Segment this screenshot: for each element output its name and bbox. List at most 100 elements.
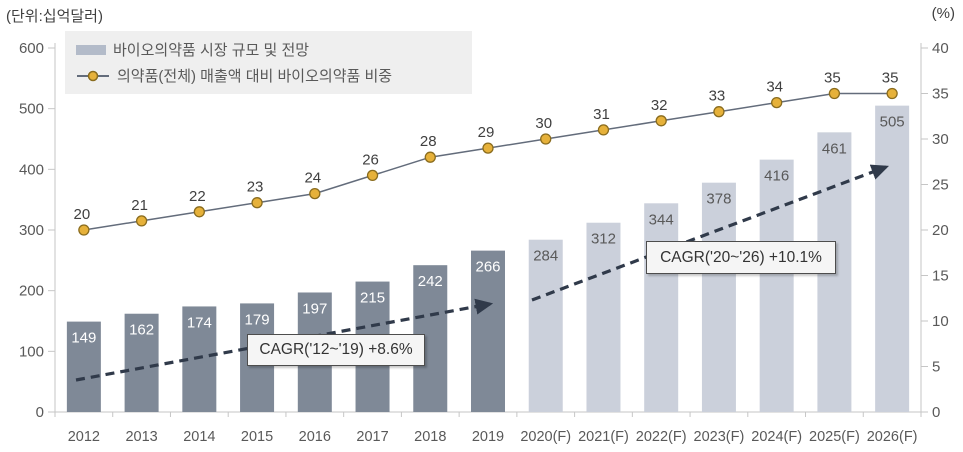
line-marker — [424, 151, 436, 163]
line-marker — [193, 206, 205, 218]
line-value-label: 22 — [189, 188, 206, 205]
bar-forecast — [875, 105, 910, 412]
x-axis-category-label: 2018 — [414, 429, 446, 445]
bar-actual — [66, 321, 101, 412]
line-value-label: 33 — [709, 88, 726, 105]
left-axis-tick-label: 400 — [19, 161, 44, 178]
x-axis-category-label: 2012 — [68, 429, 100, 445]
cagr-annotation-2012-2019: CAGR('12~'19) +8.6% — [247, 334, 425, 366]
bar-forecast — [759, 159, 794, 412]
right-axis-tick-label: 5 — [932, 359, 940, 376]
line-value-label: 23 — [247, 179, 264, 196]
right-axis-tick-label: 10 — [932, 313, 949, 330]
x-axis-category-label: 2013 — [125, 429, 157, 445]
line-value-label: 29 — [478, 124, 495, 141]
left-axis-tick-label: 500 — [19, 101, 44, 118]
bar-value-label: 174 — [187, 314, 212, 331]
x-axis-category-label: 2026(F) — [867, 429, 918, 445]
right-axis-unit-label: (%) — [931, 5, 955, 22]
bar-value-label: 312 — [591, 231, 616, 248]
x-axis-category-label: 2017 — [356, 429, 388, 445]
bar-value-label: 266 — [475, 259, 500, 276]
x-axis-category-label: 2015 — [241, 429, 273, 445]
left-axis-tick-label: 300 — [19, 222, 44, 239]
right-axis-tick-label: 15 — [932, 268, 949, 285]
line-marker — [78, 224, 90, 236]
line-marker — [713, 106, 725, 118]
bar-forecast — [528, 239, 563, 412]
left-axis-tick-label: 200 — [19, 283, 44, 300]
bar-value-label: 344 — [649, 211, 674, 228]
bar-forecast — [586, 222, 621, 412]
x-axis-category-label: 2025(F) — [809, 429, 860, 445]
line-value-label: 20 — [74, 206, 91, 223]
bar-value-label: 416 — [764, 168, 789, 185]
line-marker — [886, 87, 898, 100]
line-value-label: 35 — [824, 70, 841, 87]
legend-item-bar-series: 바이오의약품 시장 규모 및 전망 — [76, 39, 472, 60]
x-axis-category-label: 2016 — [299, 429, 331, 445]
left-axis-tick-label: 100 — [19, 343, 44, 360]
bar-value-label: 242 — [418, 273, 443, 290]
bar-value-label: 461 — [822, 140, 847, 157]
line-value-label: 35 — [882, 70, 899, 87]
bar-value-label: 215 — [360, 290, 385, 307]
legend-bar-label: 바이오의약품 시장 규모 및 전망 — [113, 42, 310, 59]
bar-value-label: 179 — [245, 311, 270, 328]
legend-line-label: 의약품(전체) 매출액 대비 바이오의약품 비중 — [117, 68, 393, 85]
bar-forecast — [701, 182, 736, 412]
bar-value-label: 284 — [533, 248, 558, 265]
x-axis-category-label: 2024(F) — [751, 429, 802, 445]
bar-forecast — [644, 203, 679, 412]
line-marker — [309, 187, 321, 200]
line-marker — [366, 169, 379, 182]
bar-value-label: 149 — [71, 330, 96, 347]
x-axis-category-label: 2019 — [472, 429, 504, 445]
bar-value-label: 505 — [880, 114, 905, 131]
line-series-swatch-icon — [77, 70, 109, 81]
line-series: 20 21 22 23 24 26 28 29 30 31 32 33 34 35 35 — [74, 70, 899, 236]
line-value-label: 31 — [593, 106, 610, 123]
x-axis-category-label: 2022(F) — [636, 429, 687, 445]
line-marker — [135, 215, 148, 227]
line-marker — [828, 87, 841, 100]
cagr-annotation-2020-2026: CAGR('20~'26) +10.1% — [646, 241, 836, 274]
bar-value-label: 162 — [129, 322, 154, 339]
x-axis-category-label: 2020(F) — [520, 429, 571, 445]
left-axis-unit-label: (단위:십억달러) — [6, 8, 103, 25]
line-marker — [597, 124, 610, 136]
line-value-label: 21 — [131, 197, 148, 214]
line-value-label: 24 — [304, 170, 321, 187]
right-axis-tick-label: 30 — [932, 131, 949, 148]
right-axis-tick-label: 40 — [932, 40, 949, 57]
line-value-label: 30 — [535, 115, 552, 132]
x-axis-category-label: 2014 — [183, 429, 215, 445]
legend-item-line-series: 의약품(전체) 매출액 대비 바이오의약품 비중 — [76, 65, 472, 86]
x-axis-category-label: 2023(F) — [694, 429, 745, 445]
right-axis-tick-label: 0 — [932, 404, 940, 421]
line-marker — [482, 142, 494, 154]
bar-value-label: 378 — [706, 191, 731, 208]
line-value-label: 26 — [362, 151, 379, 168]
right-axis-tick-label: 35 — [932, 86, 949, 103]
x-axis-category-label: 2021(F) — [578, 429, 629, 445]
axes: 0 100 200 300 400 500 600 0 5 10 15 20 25 30 35 40 2012 2… — [19, 40, 949, 445]
line-marker — [655, 115, 667, 127]
bar-actual — [471, 250, 505, 412]
bar-series: 149 162 174 179 197 215 242 266 284 312 344 378 416 4… — [66, 105, 910, 412]
right-axis-tick-label: 25 — [932, 177, 949, 194]
bar-actual — [124, 313, 159, 412]
bar-value-label: 197 — [302, 300, 327, 317]
line-value-label: 34 — [766, 79, 783, 96]
bar-series-swatch-icon — [76, 44, 106, 55]
line-marker — [251, 197, 263, 209]
legend: 바이오의약품 시장 규모 및 전망 의약품(전체) 매출액 대비 바이오의약품 … — [65, 31, 472, 94]
left-axis-tick-label: 600 — [19, 40, 44, 57]
line-value-label: 32 — [651, 97, 668, 114]
cagr-arrow-2020-2026 — [531, 164, 889, 302]
right-axis-tick-label: 20 — [932, 222, 949, 239]
line-value-label: 28 — [420, 133, 437, 150]
line-marker — [771, 96, 783, 109]
